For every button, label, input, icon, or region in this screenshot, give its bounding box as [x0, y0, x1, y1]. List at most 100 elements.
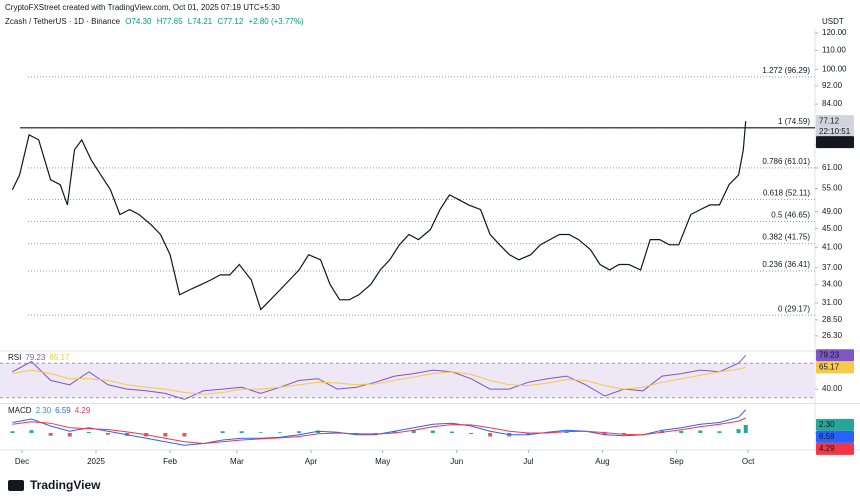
indicator-line — [12, 409, 747, 446]
histogram-bar — [297, 431, 302, 433]
fib-label: 1 (74.59) — [778, 117, 810, 126]
logo-icon — [8, 480, 24, 491]
ohlc: H77.65 — [156, 17, 183, 26]
fib-label: 0.618 (52.11) — [763, 189, 810, 198]
y-tick-label: 92.00 — [822, 81, 843, 90]
histogram-bar — [526, 432, 531, 435]
histogram-bar — [698, 430, 703, 433]
countdown: 22:10:51 — [819, 127, 851, 136]
indicator-title: RSI 79.23 65.17 — [8, 353, 70, 362]
credit: CryptoFXStreet created with TradingView.… — [5, 3, 280, 12]
indicator-line — [12, 417, 746, 445]
price-badge-label: 74.59 — [819, 137, 840, 146]
price-line — [11, 121, 747, 311]
fib-label: 0.5 (46.65) — [771, 211, 810, 220]
y-tick-label: 37.00 — [822, 263, 843, 272]
indicator-value: 65.17 — [49, 353, 70, 362]
x-tick-label: Feb — [163, 457, 177, 466]
y-tick-label: 34.00 — [822, 280, 843, 289]
x-tick-label: Apr — [305, 457, 318, 466]
histogram-bar — [220, 431, 225, 433]
histogram-bar — [277, 432, 282, 433]
histogram-bar — [717, 431, 722, 433]
price-badge-label: 77.12 — [819, 116, 840, 125]
histogram-bar — [430, 430, 435, 433]
x-tick-label: Dec — [15, 457, 29, 466]
histogram-bar — [316, 430, 321, 433]
fib-label: 0.236 (36.41) — [762, 260, 810, 269]
y-tick-label: 49.00 — [822, 207, 843, 216]
symbol-bar: Zcash / TetherUS · 1D · Binance O74.30 H… — [5, 17, 307, 26]
x-tick-label: Oct — [742, 457, 755, 466]
histogram-bar — [29, 430, 34, 433]
ohlc: +2.80 (+3.77%) — [248, 17, 304, 26]
indicator-line — [12, 354, 747, 400]
histogram-bar — [743, 424, 748, 433]
ohlc: L74.21 — [187, 17, 213, 26]
ohlc: C77.12 — [217, 17, 244, 26]
price-badge-label: 65.17 — [819, 362, 840, 371]
y-tick-label: 28.50 — [822, 315, 843, 324]
countdown-bg — [816, 127, 854, 137]
rsi-band — [0, 363, 815, 398]
y-tick-label: 120.00 — [822, 28, 847, 37]
y-tick-label: 31.00 — [822, 298, 843, 307]
price-badge — [816, 442, 854, 455]
histogram-bar — [679, 430, 684, 433]
x-tick-label: May — [375, 457, 390, 466]
histogram-bar — [67, 432, 72, 437]
y-tick-label: 61.00 — [822, 163, 843, 172]
fib-label: 0.786 (61.01) — [762, 157, 810, 166]
histogram-bar — [48, 432, 53, 436]
histogram-bar — [105, 432, 110, 435]
currency-label: USDT — [822, 17, 844, 26]
histogram-bar — [392, 431, 397, 433]
indicator-name: MACD — [8, 406, 32, 415]
histogram-bar — [602, 432, 607, 436]
price-badge-label: 79.23 — [819, 350, 840, 359]
y-tick-label: 100.00 — [822, 64, 847, 73]
histogram-bar — [373, 432, 378, 434]
indicator-value: 79.23 — [25, 353, 46, 362]
indicator-value: 2.30 — [36, 406, 52, 415]
histogram-bar — [736, 429, 741, 433]
price-badge — [816, 418, 854, 431]
y-tick-label: 26.30 — [822, 331, 843, 340]
histogram-bar — [239, 431, 244, 433]
y-tick-label: 45.00 — [822, 224, 843, 233]
histogram-bar — [449, 431, 454, 433]
price-badge — [816, 136, 854, 149]
price-badge — [816, 115, 854, 128]
price-badge — [816, 349, 854, 362]
fib-label: 0.382 (41.75) — [762, 233, 810, 242]
ohlc: O74.30 — [125, 17, 152, 26]
x-tick-label: Mar — [230, 457, 244, 466]
histogram-bar — [258, 432, 263, 433]
indicator-line — [12, 366, 746, 395]
y-tick-label: 55.00 — [822, 184, 843, 193]
price-badge-label: 2.30 — [819, 420, 835, 429]
y-tick-label: 110.00 — [822, 45, 846, 54]
histogram-bar — [488, 432, 493, 437]
price-badge — [816, 361, 854, 374]
indicator-value: 4.29 — [75, 406, 91, 415]
price-badge-label: 6.59 — [819, 432, 835, 441]
symbol: Zcash / TetherUS · 1D · Binance — [5, 17, 121, 26]
histogram-bar — [469, 432, 474, 435]
x-tick-label: Jun — [450, 457, 463, 466]
indicator-value: 6.59 — [55, 406, 71, 415]
x-tick-label: Sep — [669, 457, 684, 466]
histogram-bar — [182, 432, 187, 437]
x-tick-label: 2025 — [87, 457, 105, 466]
histogram-bar — [10, 431, 15, 433]
histogram-bar — [86, 431, 91, 433]
price-badge-label: 4.29 — [819, 444, 835, 453]
indicator-title: MACD 2.30 6.59 4.29 — [8, 406, 91, 415]
indicator-name: RSI — [8, 353, 21, 362]
x-tick-label: Aug — [595, 457, 609, 466]
price-badge — [816, 430, 854, 443]
y-tick-label: 41.00 — [822, 242, 843, 251]
fib-label: 1.272 (96.29) — [762, 66, 810, 75]
